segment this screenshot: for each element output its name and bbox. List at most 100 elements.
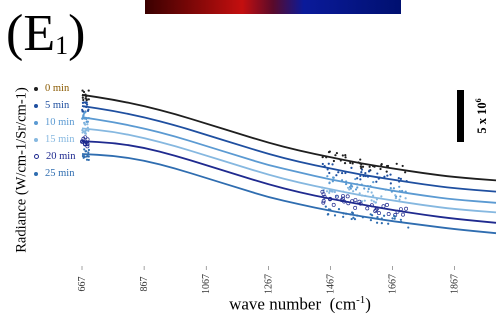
series-point-20-min: [341, 194, 345, 198]
series-point-15-min: [328, 191, 331, 195]
series-point-20-min: [85, 137, 90, 142]
series-point-15-min: [360, 194, 364, 197]
series-point-10-min: [363, 187, 366, 190]
series-point-15-min: [398, 198, 401, 201]
series-point-10-min: [82, 113, 85, 116]
series-point-15-min: [366, 190, 370, 193]
series-point-25-min: [344, 212, 348, 215]
series-line-15-min: [81, 127, 497, 214]
series-point-0-min: [361, 165, 365, 168]
series-point-20-min: [377, 211, 381, 216]
legend-marker-icon: [34, 154, 39, 159]
series-point-25-min: [376, 216, 379, 219]
series-point-25-min: [337, 207, 341, 211]
series-point-10-min: [332, 176, 335, 179]
series-point-5-min: [85, 103, 89, 106]
series-point-25-min: [393, 217, 396, 220]
series-point-5-min: [377, 177, 380, 180]
series-point-0-min: [321, 156, 324, 159]
series-point-0-min: [344, 156, 347, 159]
series-point-0-min: [332, 159, 336, 163]
series-point-15-min: [348, 188, 351, 191]
series-point-5-min: [359, 178, 362, 181]
series-point-15-min: [363, 199, 366, 202]
series-point-5-min: [335, 174, 338, 177]
series-point-25-min: [380, 222, 383, 225]
series-point-15-min: [360, 200, 364, 203]
series-point-15-min: [82, 130, 85, 133]
series-point-25-min: [375, 221, 379, 224]
series-point-0-min: [351, 162, 354, 165]
series-point-25-min: [83, 155, 86, 158]
series-point-20-min: [80, 139, 85, 144]
series-point-20-min: [404, 206, 409, 211]
series-point-10-min: [390, 190, 393, 193]
legend-label: 0 min: [45, 83, 70, 94]
series-point-10-min: [345, 180, 348, 183]
series-point-0-min: [341, 154, 344, 157]
series-line-20-min: [81, 140, 497, 224]
series-point-25-min: [356, 214, 359, 217]
series-point-15-min: [358, 192, 361, 195]
series-point-10-min: [355, 183, 359, 186]
x-tick-label: 867: [139, 277, 150, 292]
x-tick-label: 1267: [263, 274, 274, 294]
series-point-0-min: [334, 154, 337, 157]
series-point-10-min: [356, 186, 359, 189]
series-point-0-min: [81, 96, 84, 99]
series-point-0-min: [368, 165, 371, 168]
scale-bar: [457, 90, 464, 142]
series-point-0-min: [87, 89, 90, 92]
series-point-15-min: [372, 200, 375, 203]
series-point-20-min: [350, 199, 355, 204]
y-axis-label: Radiance (W/cm-1/Sr/cm-1): [13, 87, 30, 253]
series-point-0-min: [339, 159, 342, 162]
series-point-10-min: [354, 188, 358, 191]
series-point-0-min: [84, 94, 88, 97]
series-point-0-min: [344, 154, 347, 157]
series-point-20-min: [373, 209, 378, 214]
series-point-20-min: [381, 204, 386, 209]
series-point-10-min: [331, 180, 334, 183]
series-point-25-min: [327, 208, 330, 211]
series-point-25-min: [391, 217, 394, 220]
series-point-20-min: [334, 194, 339, 199]
series-point-25-min: [87, 158, 90, 162]
series-point-25-min: [351, 211, 355, 215]
series-point-10-min: [344, 182, 348, 186]
series-point-20-min: [353, 205, 358, 210]
series-point-15-min: [346, 186, 350, 189]
legend-label: 20 min: [46, 151, 76, 162]
series-point-10-min: [86, 120, 90, 123]
series-point-10-min: [398, 190, 401, 193]
series-point-5-min: [328, 171, 331, 175]
series-point-25-min: [407, 226, 410, 229]
legend-marker-icon: [34, 103, 38, 108]
x-tick-label: 1667: [388, 274, 399, 294]
series-point-20-min: [82, 141, 87, 146]
series-point-15-min: [342, 190, 345, 193]
series-point-25-min: [371, 214, 374, 217]
series-point-5-min: [375, 180, 378, 183]
series-point-5-min: [337, 171, 340, 174]
series-point-15-min: [380, 195, 383, 198]
series-point-5-min: [398, 180, 401, 183]
series-point-0-min: [85, 98, 88, 101]
series-point-10-min: [348, 185, 352, 189]
legend: 0 min 5 min 10 min 15 min 20 min 25 min: [34, 80, 75, 182]
series-point-5-min: [383, 175, 386, 178]
series-point-10-min: [85, 117, 88, 121]
series-point-0-min: [395, 162, 398, 165]
legend-marker-icon: [34, 86, 38, 91]
series-point-25-min: [324, 205, 327, 208]
series-point-20-min: [328, 196, 333, 201]
series-point-0-min: [82, 98, 85, 102]
series-point-0-min: [401, 164, 404, 168]
legend-item-5-min: 5 min: [34, 97, 75, 114]
series-point-15-min: [371, 194, 375, 197]
series-point-10-min: [399, 195, 402, 198]
series-point-5-min: [82, 105, 86, 108]
legend-item-10-min: 10 min: [34, 114, 75, 131]
series-point-15-min: [333, 190, 336, 194]
